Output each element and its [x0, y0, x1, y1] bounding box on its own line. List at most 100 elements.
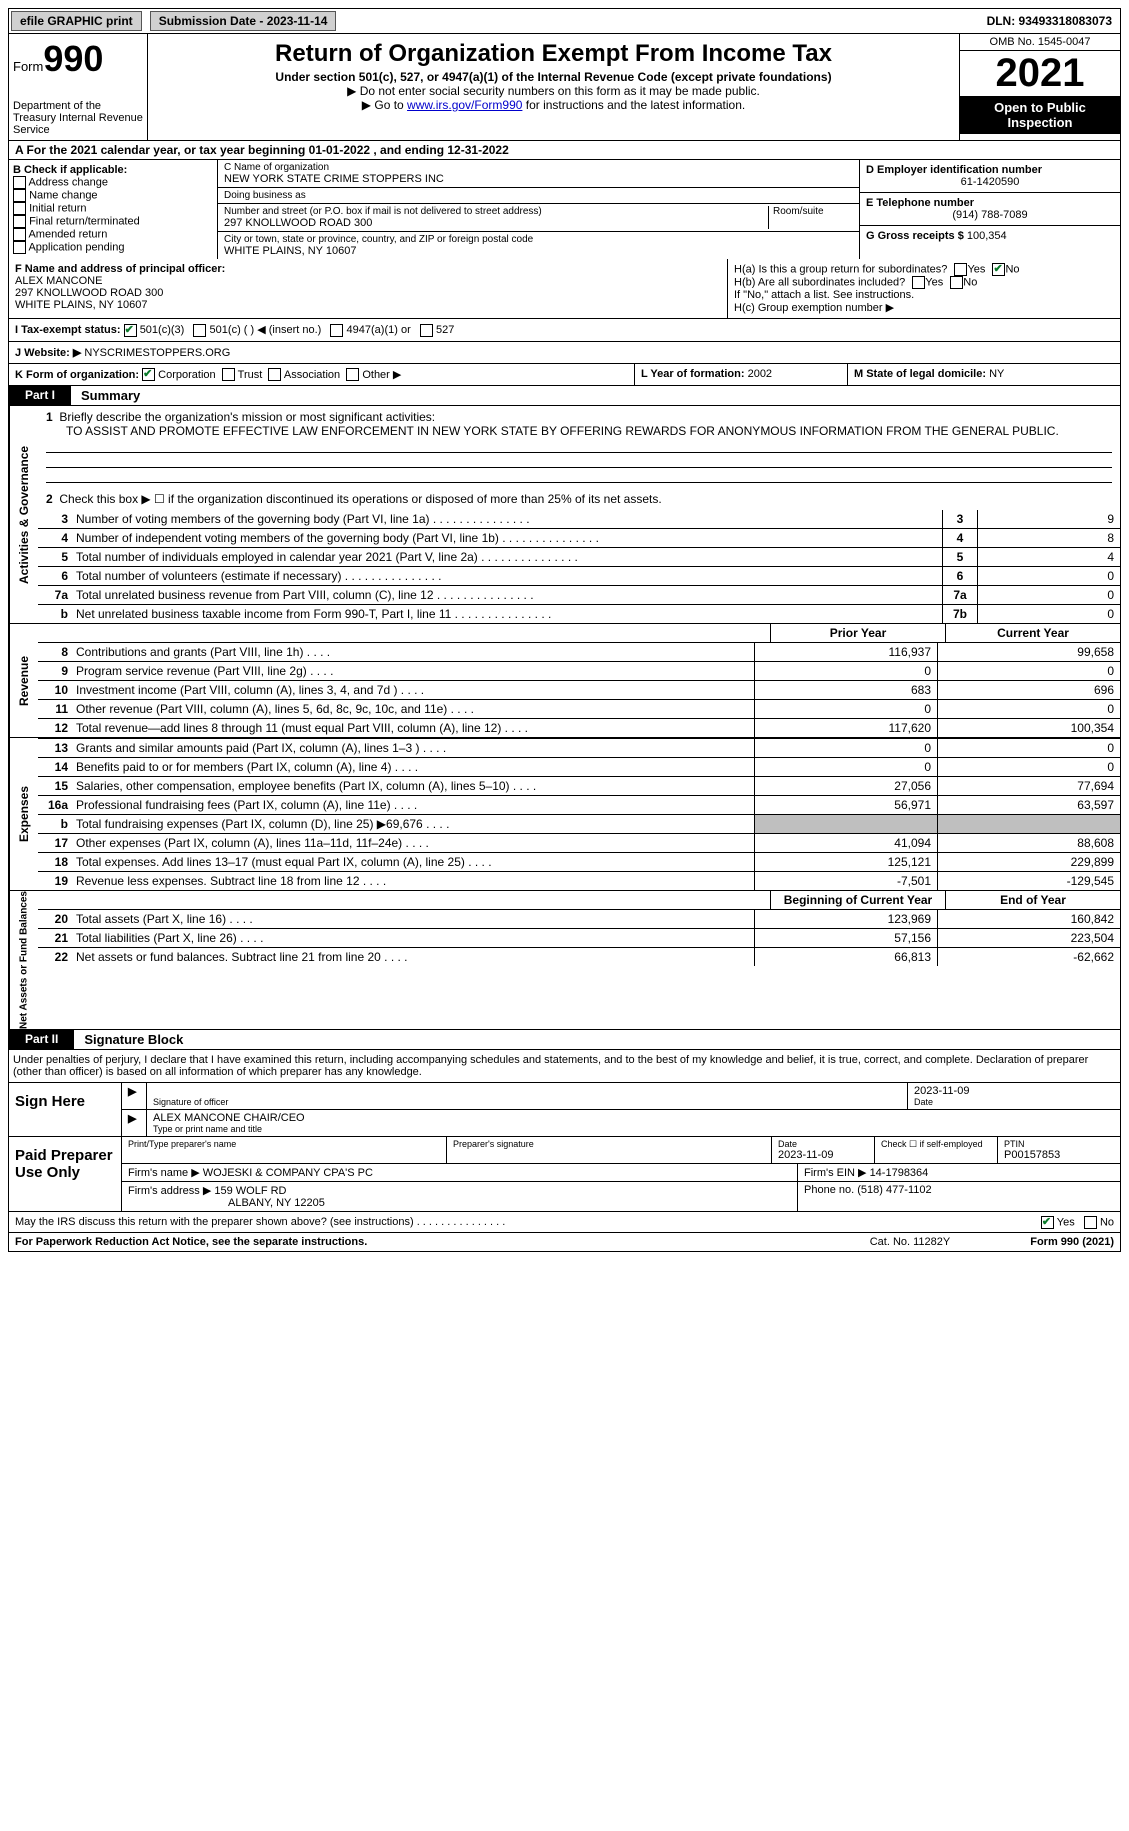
summary-line: bTotal fundraising expenses (Part IX, co… [38, 814, 1120, 833]
chk-initial-return[interactable] [13, 202, 26, 215]
summary-line: 9Program service revenue (Part VIII, lin… [38, 661, 1120, 680]
part2-num: Part II [9, 1030, 74, 1049]
dln-text: DLN: 93493318083073 [987, 14, 1118, 28]
summary-line: 11Other revenue (Part VIII, column (A), … [38, 699, 1120, 718]
sig-name: ALEX MANCONE CHAIR/CEO [153, 1112, 1114, 1124]
form-id-footer: Form 990 (2021) [1030, 1236, 1114, 1248]
submission-date-button[interactable]: Submission Date - 2023-11-14 [150, 11, 337, 31]
part2-title: Signature Block [74, 1030, 1120, 1049]
summary-ag: Activities & Governance 1 Briefly descri… [8, 406, 1121, 624]
chk-corp[interactable] [142, 368, 155, 381]
efile-print-button[interactable]: efile GRAPHIC print [11, 11, 142, 31]
vtab-revenue: Revenue [9, 624, 38, 737]
part1-title: Summary [71, 386, 1120, 405]
chk-ha-yes[interactable] [954, 263, 967, 276]
line-j-label: J Website: ▶ [15, 347, 81, 359]
addr-label: Number and street (or P.O. box if mail i… [224, 206, 768, 217]
box-f: F Name and address of principal officer:… [9, 259, 727, 318]
box-c: C Name of organization NEW YORK STATE CR… [218, 160, 859, 259]
sig-name-label: Type or print name and title [153, 1124, 1114, 1134]
ptin: P00157853 [1004, 1149, 1114, 1161]
form-year-box: OMB No. 1545-0047 2021 Open to Public In… [959, 34, 1120, 140]
summary-line: 20Total assets (Part X, line 16)123,9691… [38, 909, 1120, 928]
firm-phone-label: Phone no. [804, 1184, 854, 1196]
chk-hb-yes[interactable] [912, 276, 925, 289]
chk-other[interactable] [346, 368, 359, 381]
tax-year: 2021 [960, 51, 1120, 96]
line-i: I Tax-exempt status: 501(c)(3) 501(c) ( … [8, 319, 1121, 342]
chk-ha-no[interactable] [992, 263, 1005, 276]
line-a: A For the 2021 calendar year, or tax yea… [8, 141, 1121, 160]
form-subtitle-3: ▶ Go to www.irs.gov/Form990 for instruct… [152, 98, 955, 112]
chk-may-irs-no[interactable] [1084, 1216, 1097, 1229]
chk-assoc[interactable] [268, 368, 281, 381]
chk-4947[interactable] [330, 324, 343, 337]
part2-header: Part II Signature Block [8, 1030, 1121, 1050]
summary-line: 4Number of independent voting members of… [38, 528, 1120, 547]
summary-line: 10Investment income (Part VIII, column (… [38, 680, 1120, 699]
prep-sig-label: Preparer's signature [453, 1139, 765, 1149]
summary-line: 14Benefits paid to or for members (Part … [38, 757, 1120, 776]
chk-501c3[interactable] [124, 324, 137, 337]
summary-line: 15Salaries, other compensation, employee… [38, 776, 1120, 795]
summary-line: 17Other expenses (Part IX, column (A), l… [38, 833, 1120, 852]
state-domicile: NY [989, 368, 1004, 380]
prep-date-label: Date [778, 1139, 868, 1149]
top-bar: efile GRAPHIC print Submission Date - 20… [8, 8, 1121, 34]
hb-label: H(b) Are all subordinates included? [734, 276, 905, 288]
line1-label: Briefly describe the organization's miss… [59, 410, 435, 424]
ein-label: D Employer identification number [866, 164, 1114, 176]
chk-hb-no[interactable] [950, 276, 963, 289]
chk-final-return[interactable] [13, 215, 26, 228]
chk-app-pending[interactable] [13, 241, 26, 254]
vtab-expenses: Expenses [9, 738, 38, 890]
firm-addr-label: Firm's address ▶ [128, 1185, 211, 1197]
chk-trust[interactable] [222, 368, 235, 381]
vtab-ag: Activities & Governance [9, 406, 38, 623]
chk-may-irs-yes[interactable] [1041, 1216, 1054, 1229]
may-irs-label: May the IRS discuss this return with the… [15, 1216, 505, 1228]
prep-date: 2023-11-09 [778, 1149, 868, 1161]
box-d-e-g: D Employer identification number 61-1420… [859, 160, 1120, 259]
line-l-label: L Year of formation: [641, 368, 745, 380]
chk-527[interactable] [420, 324, 433, 337]
chk-501c[interactable] [193, 324, 206, 337]
sign-here-label: Sign Here [9, 1083, 122, 1136]
summary-line: 22Net assets or fund balances. Subtract … [38, 947, 1120, 966]
summary-line: 18Total expenses. Add lines 13–17 (must … [38, 852, 1120, 871]
city: WHITE PLAINS, NY 10607 [224, 245, 853, 257]
org-name-label: C Name of organization [224, 162, 853, 173]
public-inspection: Open to Public Inspection [960, 96, 1120, 134]
chk-name-change[interactable] [13, 189, 26, 202]
officer-group-row: F Name and address of principal officer:… [8, 259, 1121, 319]
gross-receipts-label: G Gross receipts $ [866, 230, 964, 242]
firm-name-label: Firm's name ▶ [128, 1167, 200, 1179]
form-number: 990 [43, 38, 103, 79]
officer-city: WHITE PLAINS, NY 10607 [15, 299, 721, 311]
form-header: Form990 Department of the Treasury Inter… [8, 34, 1121, 141]
form-title-box: Return of Organization Exempt From Incom… [148, 34, 959, 140]
summary-line: 3Number of voting members of the governi… [38, 510, 1120, 528]
prep-self-label: Check ☐ if self-employed [881, 1139, 991, 1150]
perjury-statement: Under penalties of perjury, I declare th… [8, 1050, 1121, 1083]
phone: (914) 788-7089 [866, 209, 1114, 221]
firm-ein: 14-1798364 [870, 1167, 929, 1179]
hdr-end-year: End of Year [945, 891, 1120, 909]
org-info-row: B Check if applicable: Address change Na… [8, 160, 1121, 259]
sig-date: 2023-11-09 [914, 1085, 1114, 1097]
irs-link[interactable]: www.irs.gov/Form990 [407, 98, 522, 112]
city-label: City or town, state or province, country… [224, 234, 853, 245]
chk-amended[interactable] [13, 228, 26, 241]
form-prefix: Form [13, 59, 43, 74]
chk-address-change[interactable] [13, 176, 26, 189]
summary-revenue: Revenue Prior Year Current Year 8Contrib… [8, 624, 1121, 738]
line2-label: Check this box ▶ ☐ if the organization d… [59, 492, 661, 506]
hdr-prior-year: Prior Year [770, 624, 945, 642]
cat-no: Cat. No. 11282Y [870, 1236, 951, 1248]
vtab-netassets: Net Assets or Fund Balances [9, 891, 38, 1029]
hb2-label: If "No," attach a list. See instructions… [734, 289, 1114, 301]
firm-ein-label: Firm's EIN ▶ [804, 1167, 867, 1179]
summary-line: 19Revenue less expenses. Subtract line 1… [38, 871, 1120, 890]
ein: 61-1420590 [866, 176, 1114, 188]
summary-line: 21Total liabilities (Part X, line 26)57,… [38, 928, 1120, 947]
